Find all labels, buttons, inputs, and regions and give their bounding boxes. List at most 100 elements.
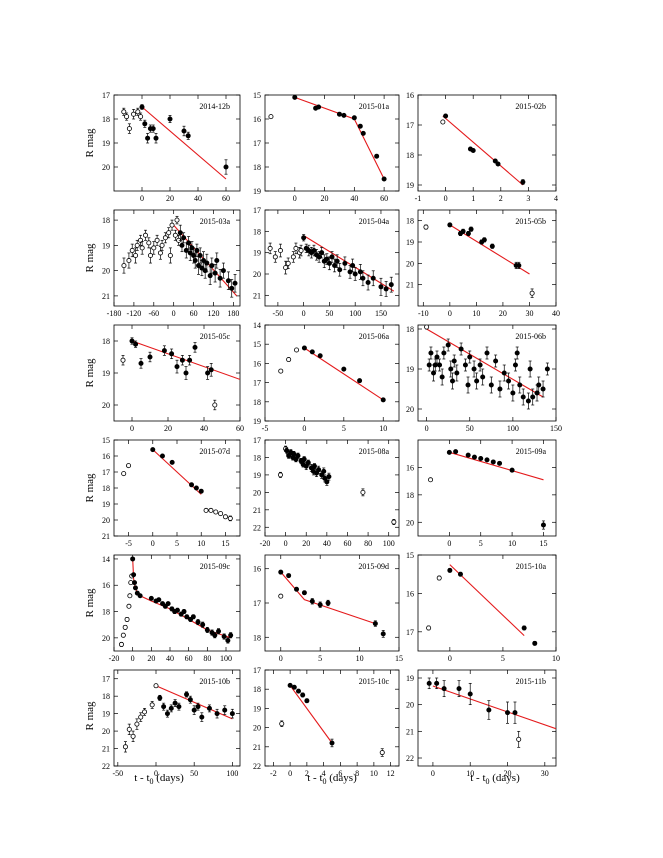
data-point-filled xyxy=(207,273,213,279)
panel-label: 2015-05c xyxy=(200,332,231,341)
x-tick-label: 100 xyxy=(349,309,361,318)
data-point-filled xyxy=(493,358,499,364)
x-tick-label: 4 xyxy=(322,769,326,778)
data-point-filled xyxy=(484,350,490,356)
data-point-filled xyxy=(426,680,432,686)
panel-label: 2015-07d xyxy=(199,447,230,456)
data-point-filled xyxy=(350,262,356,268)
data-point-filled xyxy=(189,482,195,488)
data-point-filled xyxy=(193,485,199,491)
data-point-filled xyxy=(194,247,200,253)
data-point-filled xyxy=(169,459,175,465)
data-point-filled xyxy=(514,350,520,356)
x-tick-label: 20 xyxy=(164,424,172,433)
data-point-filled xyxy=(138,360,144,366)
y-tick-label: 20 xyxy=(102,516,110,525)
data-point-filled xyxy=(316,254,322,260)
data-point-filled xyxy=(225,637,231,643)
x-tick-label: 60 xyxy=(222,194,230,203)
x-tick-label: 10 xyxy=(356,654,364,663)
panel-label: 2015-06a xyxy=(359,332,390,341)
panel-label: 2015-11b xyxy=(516,677,546,686)
data-point-open xyxy=(272,254,278,260)
panel-data xyxy=(440,113,526,186)
data-point-filled xyxy=(317,602,323,608)
x-tick-label: 10 xyxy=(370,769,378,778)
data-point-filled xyxy=(157,695,163,701)
y-tick-label: 15 xyxy=(102,436,110,445)
data-point-filled xyxy=(428,350,434,356)
y-tick-label: 22 xyxy=(102,762,110,771)
data-point-open xyxy=(293,245,299,251)
x-tick-label: 15 xyxy=(395,654,403,663)
x-tick-label: 0 xyxy=(130,424,134,433)
data-point-filled xyxy=(228,632,234,638)
data-point-open xyxy=(294,347,300,353)
y-tick-label: 17 xyxy=(102,91,110,100)
panel-frame xyxy=(113,669,241,767)
y-tick-label: 21 xyxy=(253,743,261,752)
data-point-filled xyxy=(206,705,212,711)
data-point-filled xyxy=(474,378,480,384)
data-point-open xyxy=(227,515,233,521)
y-axis-title-row-5: R mag xyxy=(84,588,96,618)
data-point-filled xyxy=(301,456,307,462)
data-point-filled xyxy=(447,222,453,228)
y-tick-label: 16 xyxy=(253,115,261,124)
data-point-filled xyxy=(495,161,501,167)
data-point-open xyxy=(428,477,434,483)
y-tick-label: 20 xyxy=(253,488,261,497)
data-point-filled xyxy=(317,353,323,359)
panel-data xyxy=(121,215,238,298)
x-tick-label: 100 xyxy=(383,539,395,548)
data-point-open xyxy=(268,114,274,120)
y-tick-label: 16 xyxy=(102,452,110,461)
data-point-filled xyxy=(446,449,452,455)
y-tick-label: 18 xyxy=(253,633,261,642)
data-point-filled xyxy=(357,123,363,129)
data-point-filled xyxy=(147,354,153,360)
data-point-filled xyxy=(156,597,162,603)
data-point-filled xyxy=(204,627,210,633)
x-tick-label: -60 xyxy=(148,309,159,318)
data-point-open xyxy=(172,232,178,238)
data-point-filled xyxy=(434,354,440,360)
x-tick-label: 10 xyxy=(508,539,516,548)
y-tick-label: 19 xyxy=(406,238,414,247)
fit-line xyxy=(155,685,233,720)
data-point-filled xyxy=(462,362,468,368)
data-point-filled xyxy=(460,228,466,234)
data-point-filled xyxy=(192,344,198,350)
y-tick-label: 18 xyxy=(253,453,261,462)
data-point-filled xyxy=(174,364,180,370)
data-point-filled xyxy=(457,571,463,577)
x-axis-title-col-1: t - t0 (days) xyxy=(134,772,184,786)
panel-2014-12b: 0 20 40 60 17 18 19 20 2014-12b xyxy=(102,91,241,203)
data-point-filled xyxy=(201,258,207,264)
data-point-filled xyxy=(205,370,211,376)
data-point-filled xyxy=(197,252,203,258)
data-point-filled xyxy=(505,710,511,716)
data-point-filled xyxy=(179,242,185,248)
x-tick-label: 0 xyxy=(284,539,288,548)
data-point-open xyxy=(203,507,209,513)
data-point-open xyxy=(135,109,141,115)
y-tick-label: 19 xyxy=(102,369,110,378)
data-point-filled xyxy=(488,382,494,388)
panel-data xyxy=(279,682,385,757)
x-tick-label: 150 xyxy=(550,424,562,433)
x-tick-label: 40 xyxy=(194,194,202,203)
data-point-open xyxy=(154,237,160,243)
y-tick-label: 18 xyxy=(102,484,110,493)
x-tick-label: 20 xyxy=(321,194,329,203)
data-point-filled xyxy=(426,362,432,368)
data-point-filled xyxy=(468,226,474,232)
data-point-filled xyxy=(291,451,297,457)
data-point-filled xyxy=(220,268,226,274)
data-point-filled xyxy=(497,386,503,392)
x-tick-label: -50 xyxy=(112,769,123,778)
x-tick-label: -5 xyxy=(125,539,132,548)
panel-frame xyxy=(417,669,557,767)
data-point-filled xyxy=(301,590,307,596)
data-point-open xyxy=(126,726,132,732)
